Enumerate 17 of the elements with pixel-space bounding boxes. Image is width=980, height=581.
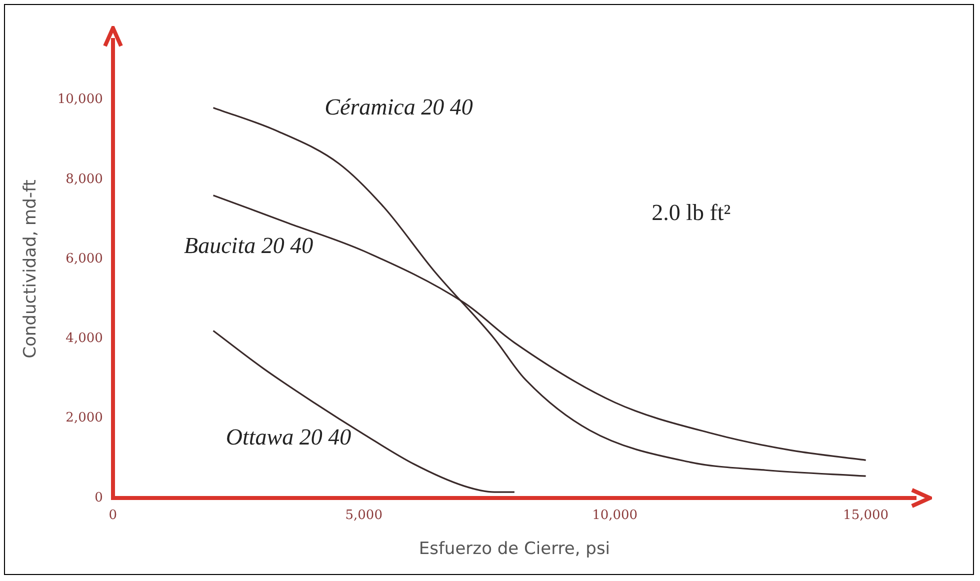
y-tick-label: 4,000 xyxy=(66,331,103,346)
annotation: 2.0 lb ft² xyxy=(652,200,731,226)
x-tick-label: 10,000 xyxy=(592,508,638,524)
series-label: Baucita 20 40 xyxy=(184,233,314,258)
series-label: Ottawa 20 40 xyxy=(226,424,352,450)
x-tick-label: 5,000 xyxy=(345,508,382,524)
series-label: Céramica 20 40 xyxy=(324,94,474,120)
y-tick-label: 8,000 xyxy=(66,172,103,187)
y-tick-label: 10,000 xyxy=(57,92,103,108)
y-tick-label: 0 xyxy=(94,490,103,506)
x-tick-label: 0 xyxy=(108,508,118,524)
y-tick-label: 6,000 xyxy=(66,251,103,266)
x-axis-title: Esfuerzo de Cierre, psi xyxy=(418,539,610,560)
y-tick-label: 2,000 xyxy=(66,410,103,426)
line-series xyxy=(212,330,516,493)
x-tick-label: 15,000 xyxy=(843,508,889,524)
y-axis-title: Conductividad, md-ft xyxy=(20,179,41,358)
